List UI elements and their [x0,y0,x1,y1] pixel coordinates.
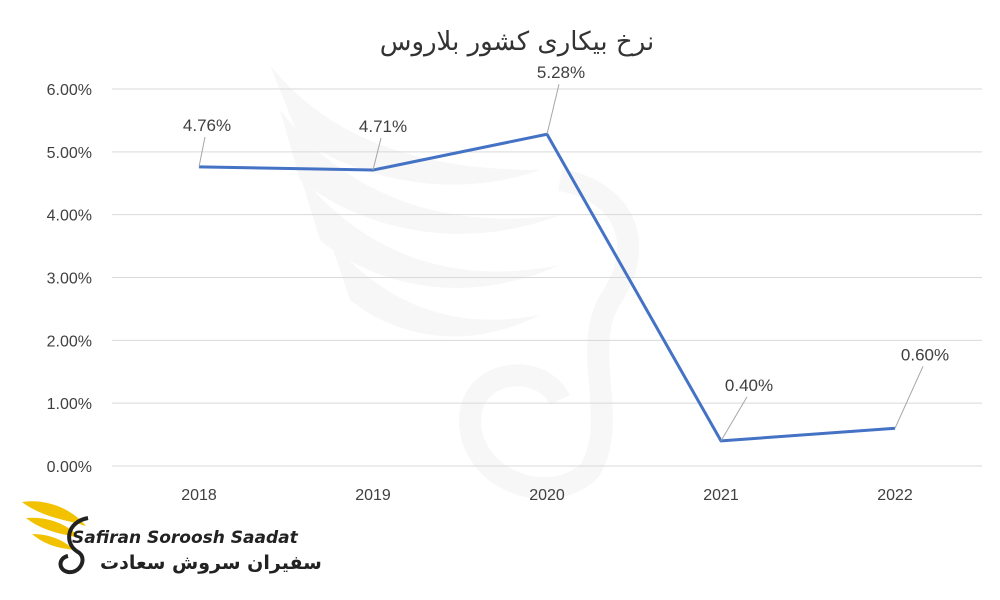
y-tick-label: 4.00% [47,208,92,225]
data-label-leader [372,137,382,171]
brand-logo-icon [22,501,89,575]
y-tick-label: 0.00% [47,459,92,476]
chart-title: نرخ بیکاری کشور بلاروس [380,27,655,57]
y-tick-label: 3.00% [47,271,92,288]
data-label-leader [720,396,748,442]
data-label: 5.28% [537,63,585,82]
data-label: 0.40% [725,376,773,395]
x-axis-ticks: 2018 2019 2020 2021 2022 [181,487,913,504]
data-label-leader [894,366,924,429]
y-tick-label: 2.00% [47,333,92,350]
y-tick-label: 6.00% [47,82,92,99]
x-tick-label: 2021 [703,487,739,504]
watermark-wing-icon [270,65,640,500]
y-tick-label: 1.00% [47,396,92,413]
data-labels: 4.76% 4.71% 5.28% 0.40% 0.60% [183,63,949,395]
data-label: 4.71% [359,117,407,136]
x-tick-label: 2022 [877,487,913,504]
x-tick-label: 2019 [355,487,391,504]
x-tick-label: 2020 [529,487,565,504]
data-label: 4.76% [183,116,231,135]
data-label-leader [198,136,206,168]
brand-name-en: Safiran Soroosh Saadat [72,528,298,548]
x-tick-label: 2018 [181,487,217,504]
data-label-leader [546,84,560,135]
data-label-leaders [198,84,924,442]
y-tick-label: 5.00% [47,145,92,162]
gridlines [112,88,982,467]
brand-name-fa: سفیران سروش سعادت [100,552,322,574]
y-axis-ticks: 0.00% 1.00% 2.00% 3.00% 4.00% 5.00% 6.00% [47,82,92,476]
data-label: 0.60% [901,345,949,364]
